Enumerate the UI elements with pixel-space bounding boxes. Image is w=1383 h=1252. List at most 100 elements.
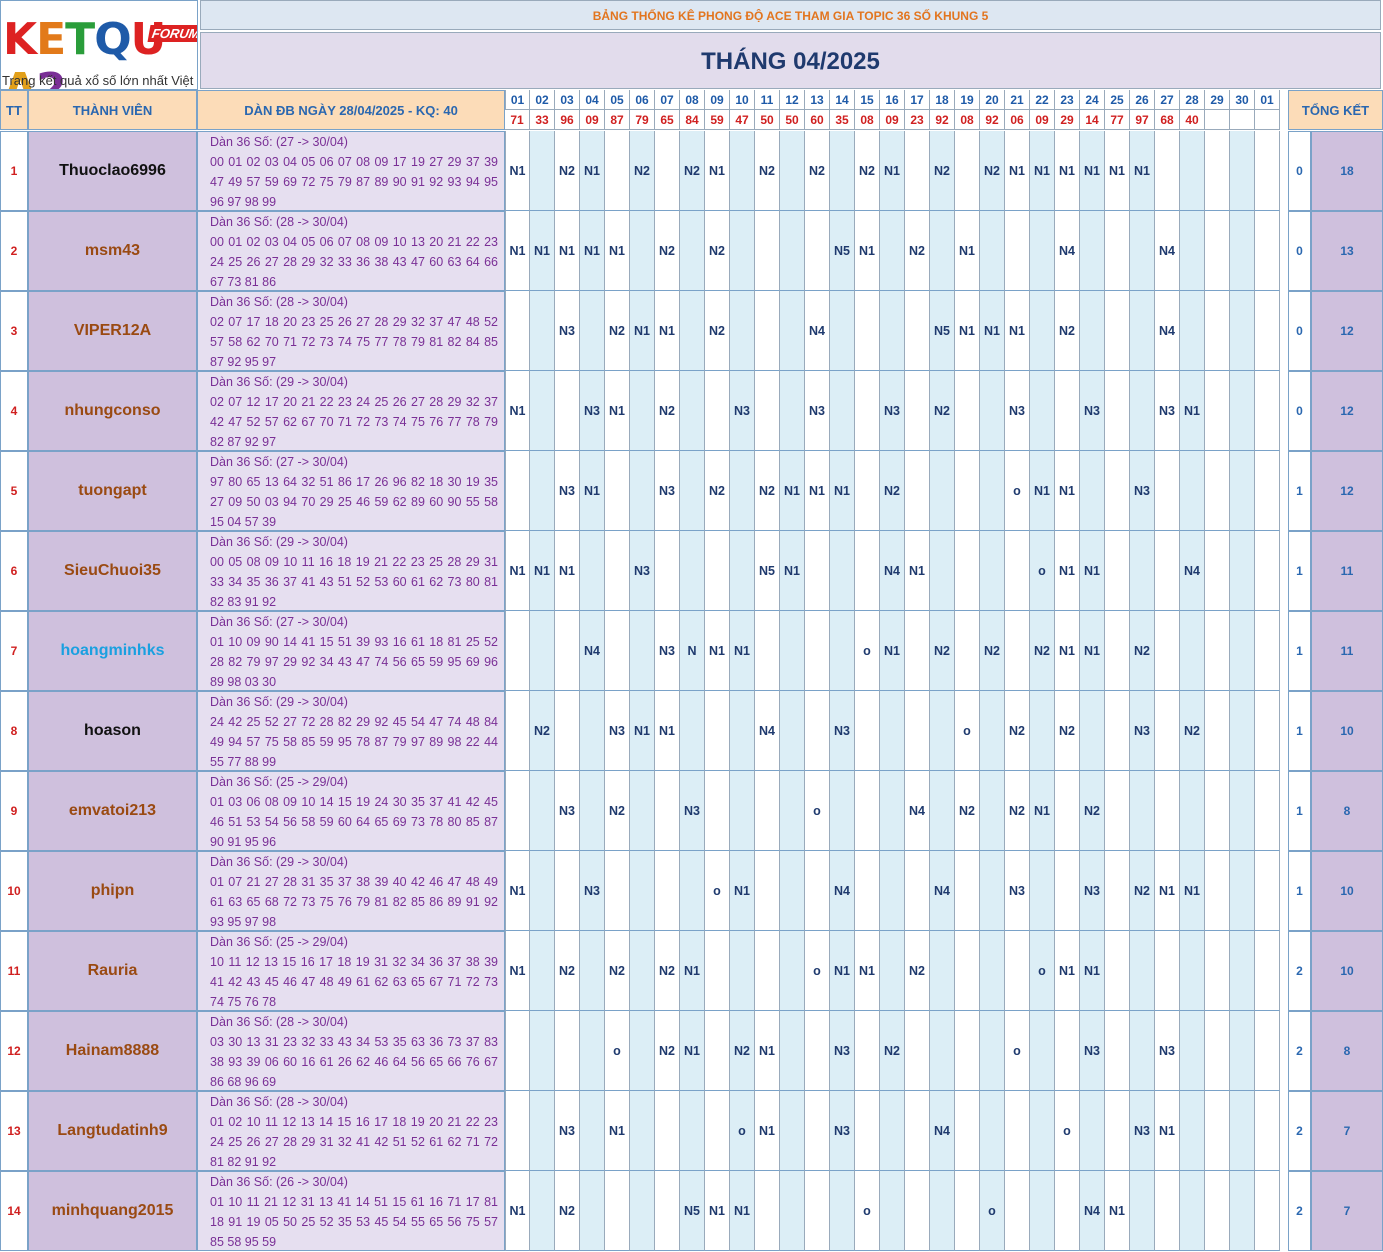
day-result: 09 [580, 110, 605, 130]
day-mark [1005, 1091, 1030, 1171]
day-mark [530, 291, 555, 371]
day-mark: N1 [505, 211, 530, 291]
day-mark [1055, 1011, 1080, 1091]
dan-numbers: 24 42 25 52 27 72 28 82 29 92 45 54 47 7… [210, 715, 498, 769]
day-mark: N1 [880, 611, 905, 691]
day-mark [605, 611, 630, 691]
dan-heading: Dàn 36 Số: (27 -> 30/04) [210, 455, 348, 469]
day-result: 09 [880, 110, 905, 130]
day-mark [1230, 611, 1255, 691]
member-name[interactable]: tuongapt [28, 451, 197, 531]
day-mark: N3 [605, 691, 630, 771]
member-name[interactable]: Hainam8888 [28, 1011, 197, 1091]
day-mark: N2 [1130, 851, 1155, 931]
day-mark: N4 [1055, 211, 1080, 291]
day-mark [580, 291, 605, 371]
day-mark: N2 [630, 131, 655, 211]
day-mark: N3 [1080, 371, 1105, 451]
day-mark [1230, 291, 1255, 371]
member-row: 14 minhquang2015 Dàn 36 Số: (26 -> 30/04) 0… [0, 1171, 1383, 1251]
day-mark: N1 [955, 291, 980, 371]
member-dan: Dàn 36 Số: (27 -> 30/04) 01 10 09 90 14 4… [197, 611, 505, 691]
day-mark [755, 771, 780, 851]
member-name[interactable]: hoangminhks [28, 611, 197, 691]
day-mark [805, 211, 830, 291]
header-member: THÀNH VIÊN [28, 90, 197, 130]
day-mark [1105, 851, 1130, 931]
day-mark [505, 451, 530, 531]
day-number: 07 [655, 90, 680, 110]
day-mark: N4 [1180, 531, 1205, 611]
day-mark [730, 771, 755, 851]
day-mark [830, 131, 855, 211]
day-mark [855, 851, 880, 931]
member-name[interactable]: Thuoclao6996 [28, 131, 197, 211]
day-mark: N4 [880, 531, 905, 611]
day-result: 84 [680, 110, 705, 130]
day-result: 59 [705, 110, 730, 130]
day-mark: N2 [555, 1171, 580, 1251]
day-mark: N2 [755, 451, 780, 531]
day-mark: N2 [555, 931, 580, 1011]
day-mark [980, 1091, 1005, 1171]
day-mark [555, 1011, 580, 1091]
member-name[interactable]: VIPER12A [28, 291, 197, 371]
member-name[interactable]: nhungconso [28, 371, 197, 451]
site-logo[interactable]: KETQUA2 FORUM Trang kết quả xổ số lớn nh… [0, 0, 198, 90]
day-mark [630, 211, 655, 291]
day-mark [955, 131, 980, 211]
day-mark [905, 371, 930, 451]
day-result [1205, 110, 1230, 130]
member-name[interactable]: minhquang2015 [28, 1171, 197, 1251]
member-name[interactable]: Rauria [28, 931, 197, 1011]
day-mark [630, 851, 655, 931]
day-mark: N1 [830, 931, 855, 1011]
day-mark [1255, 211, 1280, 291]
day-mark [1055, 851, 1080, 931]
day-number: 11 [755, 90, 780, 110]
miss-count: 0 [1288, 371, 1311, 451]
row-number: 13 [0, 1091, 28, 1171]
day-mark [880, 291, 905, 371]
miss-count: 0 [1288, 291, 1311, 371]
day-mark [1230, 451, 1255, 531]
day-number: 17 [905, 90, 930, 110]
day-mark: N4 [755, 691, 780, 771]
day-mark [630, 1091, 655, 1171]
day-mark: N2 [980, 131, 1005, 211]
day-mark: N2 [530, 691, 555, 771]
day-number: 18 [930, 90, 955, 110]
day-mark: N1 [580, 451, 605, 531]
day-mark [855, 771, 880, 851]
day-mark [955, 531, 980, 611]
day-mark [1230, 1091, 1255, 1171]
day-mark: N4 [805, 291, 830, 371]
member-name[interactable]: Langtudatinh9 [28, 1091, 197, 1171]
member-name[interactable]: emvatoi213 [28, 771, 197, 851]
day-mark [1230, 371, 1255, 451]
day-mark: N2 [905, 931, 930, 1011]
member-name[interactable]: SieuChuoi35 [28, 531, 197, 611]
day-mark [805, 531, 830, 611]
member-name[interactable]: phipn [28, 851, 197, 931]
member-name[interactable]: hoason [28, 691, 197, 771]
day-result: 50 [755, 110, 780, 130]
day-mark: N5 [755, 531, 780, 611]
day-mark [605, 451, 630, 531]
day-mark [1030, 291, 1055, 371]
day-mark [830, 531, 855, 611]
day-result: 92 [980, 110, 1005, 130]
day-mark [805, 611, 830, 691]
member-name[interactable]: msm43 [28, 211, 197, 291]
day-mark [630, 771, 655, 851]
day-result: 29 [1055, 110, 1080, 130]
day-mark: N1 [780, 531, 805, 611]
day-mark [880, 1171, 905, 1251]
day-mark [955, 371, 980, 451]
day-mark [955, 1091, 980, 1171]
day-mark: N3 [655, 451, 680, 531]
day-mark: N1 [680, 1011, 705, 1091]
day-result: 08 [955, 110, 980, 130]
day-number: 02 [530, 90, 555, 110]
day-result: 50 [780, 110, 805, 130]
